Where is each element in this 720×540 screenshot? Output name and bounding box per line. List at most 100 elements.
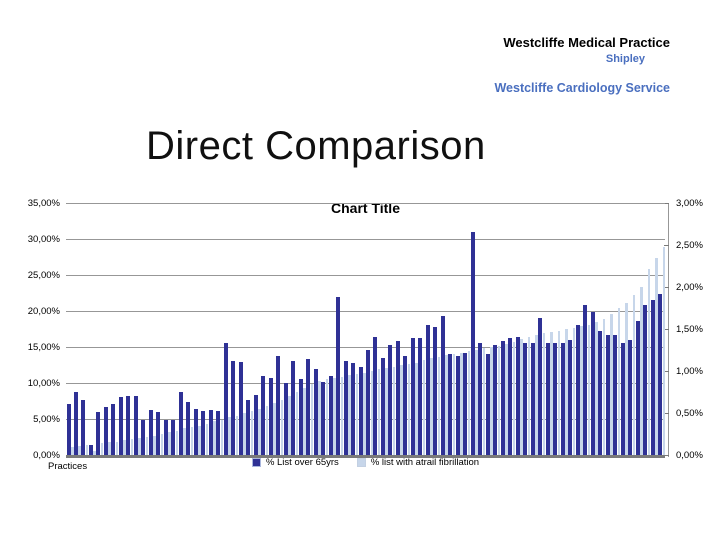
bar-over65 (156, 411, 161, 455)
bar-afib (610, 313, 613, 455)
bar-over65 (306, 359, 311, 455)
bar-afib (452, 354, 456, 455)
gridline (66, 347, 665, 349)
bar-afib (655, 257, 658, 455)
bar-over65 (88, 444, 93, 455)
bar-over65 (568, 339, 573, 455)
left-axis-tick-label: 35,00% (27, 198, 60, 209)
bar-afib (520, 339, 523, 455)
bar-afib (108, 442, 111, 455)
bar-over65 (613, 334, 618, 455)
bar-over65 (231, 360, 236, 455)
right-axis-tick-label: 0,50% (676, 408, 703, 419)
bar-over65 (313, 368, 318, 455)
bar-afib (415, 362, 418, 455)
bar-over65 (208, 409, 213, 455)
bar-afib (130, 439, 134, 455)
bar-afib (213, 421, 216, 455)
left-axis-tick-label: 20,00% (27, 306, 60, 317)
bar-over65 (261, 375, 266, 455)
header-location: Shipley (605, 53, 645, 65)
bar-over65 (395, 341, 400, 455)
bar-afib (175, 430, 179, 455)
bar-over65 (433, 326, 438, 455)
bar-afib (580, 326, 583, 455)
bar-afib (370, 371, 373, 455)
bar-over65 (628, 339, 633, 455)
bar-over65 (178, 391, 183, 455)
right-axis-tick-label: 1,50% (676, 324, 703, 335)
bar-afib (228, 417, 231, 455)
bar-afib (250, 411, 254, 455)
bar-over65 (118, 397, 123, 455)
bar-afib (71, 446, 74, 455)
bar-over65 (500, 341, 505, 455)
right-axis-tick (664, 371, 669, 372)
bar-over65 (111, 403, 116, 455)
bar-afib (430, 358, 433, 455)
bar-over65 (223, 342, 228, 455)
bar-over65 (403, 356, 408, 455)
gridline (66, 239, 665, 241)
bar-over65 (380, 357, 385, 455)
right-axis-tick (664, 329, 669, 330)
bar-over65 (545, 342, 550, 455)
bar-over65 (493, 344, 498, 455)
bar-afib (325, 379, 329, 455)
bar-over65 (620, 342, 625, 455)
bar-afib (85, 444, 89, 455)
header-practice-name: Westcliffe Medical Practice (503, 35, 670, 50)
gridline (66, 383, 665, 385)
bar-afib (505, 344, 508, 455)
right-axis-tick-label: 2,50% (676, 240, 703, 251)
bar-over65 (448, 354, 453, 455)
bar-over65 (440, 316, 445, 455)
bar-over65 (455, 356, 460, 455)
bar-over65 (298, 379, 303, 455)
right-axis-tick (664, 203, 669, 204)
bar-over65 (328, 375, 333, 455)
right-axis-tick (664, 245, 669, 246)
x-axis-label: Practices (48, 461, 88, 472)
gridline (66, 311, 665, 313)
legend-swatch-afib-icon (356, 458, 366, 467)
bar-over65 (283, 383, 288, 455)
bar-afib (183, 428, 186, 455)
bar-afib (138, 438, 141, 455)
bar-over65 (425, 324, 430, 455)
legend-swatch-over65-icon (251, 458, 261, 467)
left-axis-tick-label: 0,00% (33, 450, 60, 461)
bar-afib (205, 423, 209, 455)
bar-afib (258, 408, 261, 455)
slide-title: Direct Comparison (146, 124, 486, 168)
bar-afib (190, 427, 194, 455)
bar-over65 (470, 231, 475, 455)
header-service-name: Westcliffe Cardiology Service (494, 81, 670, 95)
bar-over65 (463, 352, 468, 455)
bar-afib (565, 329, 568, 455)
bar-over65 (126, 395, 131, 455)
right-axis-line (668, 203, 669, 457)
bar-over65 (253, 394, 258, 455)
bar-afib (640, 287, 643, 455)
bar-over65 (148, 409, 153, 455)
bar-afib (467, 350, 471, 455)
bar-afib (93, 450, 96, 455)
bar-afib (632, 295, 636, 455)
bar-over65 (575, 324, 580, 455)
bar-afib (198, 425, 201, 455)
bar-over65 (560, 342, 565, 455)
bar-afib (220, 419, 224, 455)
bar-afib (542, 333, 546, 455)
bar-over65 (238, 362, 243, 455)
right-axis-tick-label: 1,00% (676, 366, 703, 377)
legend-item-afib: % list with atrail fibrillation (356, 457, 479, 468)
bar-afib (273, 402, 276, 455)
right-axis-tick (664, 413, 669, 414)
bar-afib (100, 443, 104, 455)
bar-over65 (508, 337, 513, 455)
left-axis-tick-label: 25,00% (27, 270, 60, 281)
bar-afib (348, 375, 351, 455)
bar-afib (280, 399, 284, 455)
legend-label-over65: % List over 65yrs (265, 457, 339, 468)
